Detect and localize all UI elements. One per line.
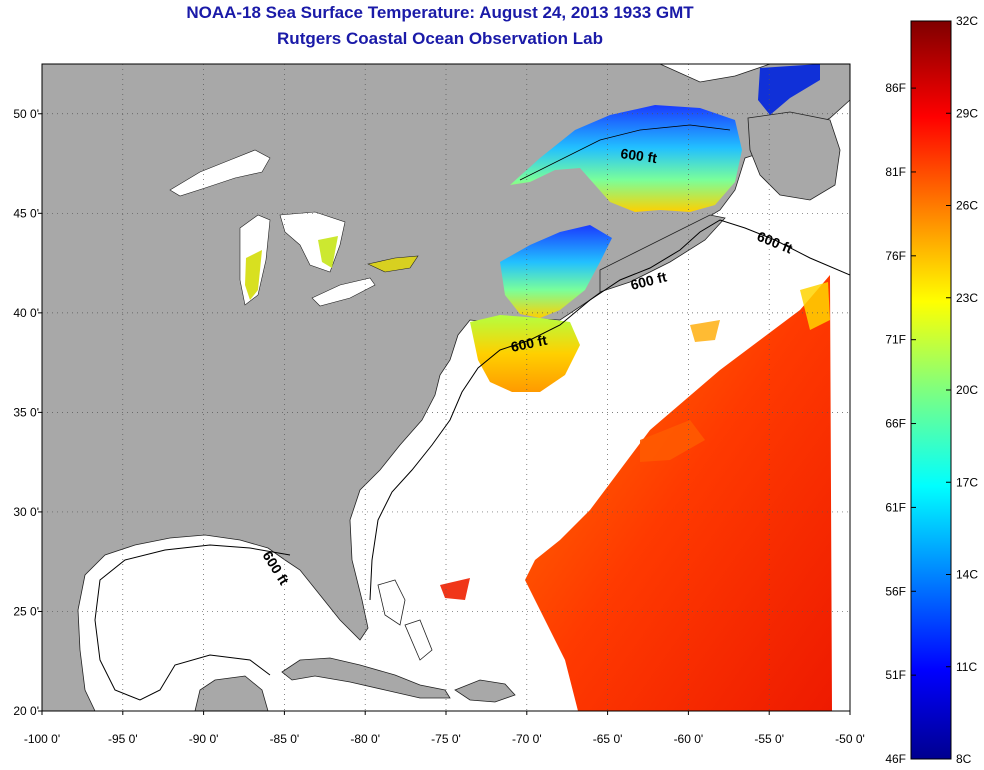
colorbar [910,20,952,760]
bahamas-banks [377,579,433,661]
colorbar-fahrenheit-label: 66F [885,417,906,431]
lake-huron-warm [318,236,338,268]
colorbar-fahrenheit-label: 61F [885,500,906,514]
colorbar-fahrenheit-label: 76F [885,249,906,263]
map-subtitle: Rutgers Coastal Ocean Observation Lab [277,29,603,48]
lat-tick-label: 20 0' [13,704,39,718]
lat-tick-label: 45 0' [13,206,39,220]
colorbar-fahrenheit-label: 86F [885,81,906,95]
land-yucatan [194,675,269,711]
colorbar-celsius-label: 8C [956,752,972,766]
contour-label: 600 ft [620,145,659,166]
colorbar-fahrenheit-label: 81F [885,165,906,179]
lake-michigan-warm [245,250,262,300]
lon-tick-label: -60 0' [674,732,704,746]
colorbar-celsius-label: 23C [956,291,978,305]
lon-tick-label: -100 0' [24,732,60,746]
contour-line-shelf [369,219,850,601]
lake-erie [311,277,376,307]
land-cuba [281,657,451,699]
lat-tick-label: 25 0' [13,604,39,618]
land-newfoundland [747,111,841,201]
land-hispaniola [454,679,516,703]
sst-warm-patch-east [640,420,705,462]
colorbar-fahrenheit-label: 51F [885,668,906,682]
sst-gulf-st-lawrence [510,105,742,212]
colorbar-celsius-label: 14C [956,568,978,582]
lat-tick-label: 50 0' [13,107,39,121]
lat-tick-label: 35 0' [13,405,39,419]
colorbar-celsius-label: 26C [956,199,978,213]
lat-tick-label: 40 0' [13,306,39,320]
colorbar-fahrenheit-label: 71F [885,333,906,347]
lon-tick-label: -50 0' [835,732,865,746]
colorbar-celsius-label: 20C [956,383,978,397]
colorbar-celsius-label: 17C [956,475,978,489]
colorbar-celsius-label: 29C [956,106,978,120]
lon-tick-label: -75 0' [431,732,461,746]
lon-tick-label: -90 0' [189,732,219,746]
axis-ticks: -100 0' -95 0' -90 0' -85 0' -80 0' -75 0' -70… [13,107,864,746]
colorbar-celsius-label: 32C [956,14,978,28]
lon-tick-label: -70 0' [512,732,542,746]
sst-data-layer [440,64,832,711]
sst-gulf-of-maine [500,225,612,318]
map-title: NOAA-18 Sea Surface Temperature: August … [186,3,694,22]
lake-ontario [367,255,419,273]
contour-line-gulf [94,544,291,701]
lat-tick-label: 30 0' [13,505,39,519]
lake-superior [169,149,271,197]
lon-tick-label: -55 0' [754,732,784,746]
colorbar-celsius-label: 11C [956,660,977,674]
sst-warm-water [525,275,832,711]
contour-label: 600 ft [509,332,548,355]
depth-contour-600ft [94,124,850,701]
map-frame [41,63,851,712]
lon-tick-label: -65 0' [593,732,623,746]
colorbar-ticks: 32C 29C 26C 23C 20C 17C 14C 11C 8C 86F 81F 76F 71F 66… [885,14,978,766]
lon-tick-label: -80 0' [350,732,380,746]
contour-line-stlawrence [519,124,731,181]
lon-tick-label: -85 0' [270,732,300,746]
sst-patch-south [440,578,470,600]
sst-patch-yellow [800,282,830,330]
sst-labrador-cold [758,64,820,115]
colorbar-fahrenheit-label: 46F [885,752,906,766]
land-nova-scotia [599,214,726,293]
colorbar-fahrenheit-label: 56F [885,584,906,598]
lon-tick-label: -95 0' [108,732,138,746]
sst-patch-yellow-2 [690,320,720,342]
sst-mid-atlantic [470,315,580,392]
